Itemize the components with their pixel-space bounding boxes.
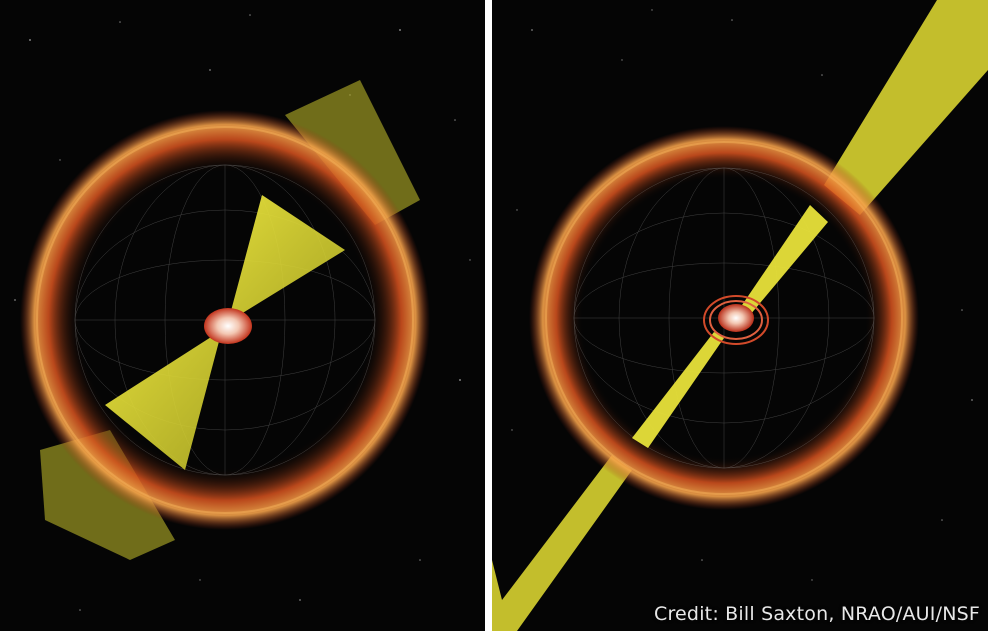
starfield bbox=[14, 14, 471, 611]
jet-plume-upper bbox=[285, 80, 420, 225]
jet-beam-lower-inner bbox=[632, 332, 724, 448]
right-panel: Credit: Bill Saxton, NRAO/AUI/NSF bbox=[492, 0, 988, 631]
jet-cone-upper bbox=[228, 195, 345, 322]
right-illustration bbox=[492, 0, 988, 631]
jet-plume-lower bbox=[40, 430, 175, 560]
image-credit: Credit: Bill Saxton, NRAO/AUI/NSF bbox=[653, 603, 980, 625]
jet-beam-lower-outer bbox=[492, 455, 632, 631]
jet-cone-lower bbox=[105, 330, 222, 470]
grid-sphere bbox=[74, 164, 376, 476]
panel-divider bbox=[485, 0, 492, 631]
left-illustration bbox=[14, 14, 471, 611]
central-engine bbox=[703, 295, 769, 345]
central-engine bbox=[204, 308, 252, 344]
jet-beam-upper-inner bbox=[740, 205, 828, 315]
starfield bbox=[511, 9, 973, 581]
jet-beam-upper-outer bbox=[824, 0, 988, 215]
left-panel bbox=[0, 0, 485, 631]
